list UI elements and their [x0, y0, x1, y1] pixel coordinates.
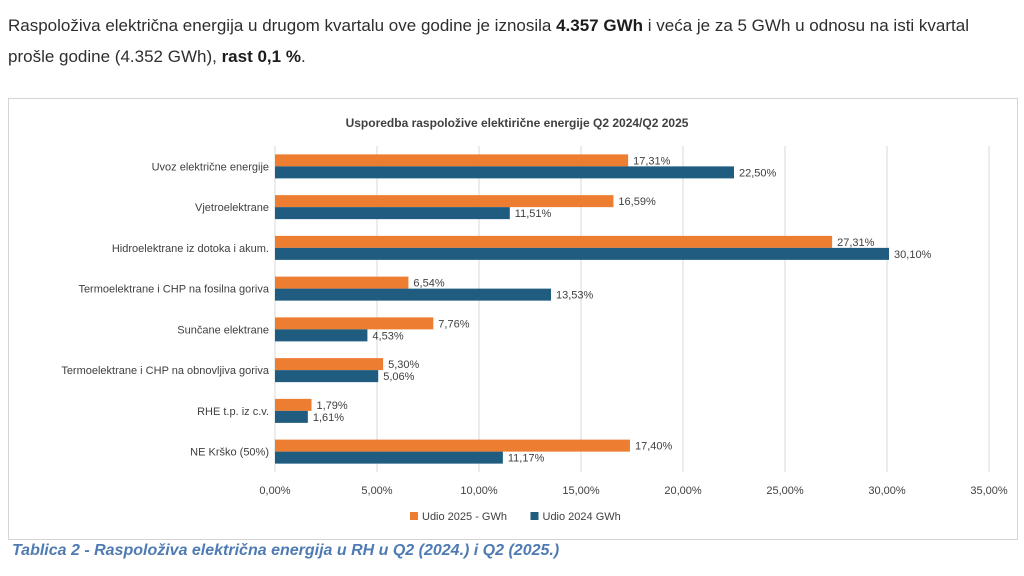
bar-chart: Usporedba raspoložive elektirične energi… [61, 116, 1008, 523]
data-label: 17,31% [633, 155, 671, 167]
bar-2025 [275, 358, 384, 371]
data-label: 27,31% [837, 237, 875, 249]
x-tick-label: 0,00% [259, 485, 290, 497]
bar-2025 [275, 235, 833, 248]
data-label: 16,59% [618, 196, 656, 208]
bar-2024 [275, 370, 379, 383]
bar-2024 [275, 329, 368, 342]
intro-text-3: . [300, 47, 306, 66]
legend-label: Udio 2024 GWh [543, 511, 621, 523]
x-tick-label: 35,00% [970, 485, 1008, 497]
data-label: 11,17% [508, 453, 545, 465]
bar-2024 [275, 451, 503, 464]
legend-label: Udio 2025 - GWh [422, 511, 507, 523]
data-label: 6,54% [413, 278, 444, 290]
data-label: 30,10% [894, 249, 932, 261]
chart-labels: 0,00% 5,00% 10,00% 15,00% 20,00% 25,00% 30,00%… [61, 155, 1008, 497]
category-label: Termoelektrane i CHP na fosilna goriva [78, 284, 269, 296]
chart-container: Usporedba raspoložive elektirične energi… [8, 98, 1018, 540]
bar-2024 [275, 166, 734, 179]
data-label: 13,53% [556, 290, 594, 302]
category-label: Vjetroelektrane [195, 202, 269, 214]
x-tick-label: 20,00% [664, 485, 702, 497]
bar-2024 [275, 288, 552, 301]
data-label: 5,30% [388, 359, 419, 371]
chart-legend: Udio 2025 - GWh Udio 2024 GWh [410, 511, 621, 523]
bar-2024 [275, 247, 890, 260]
intro-paragraph: Raspoloživa električna energija u drugom… [8, 10, 1018, 72]
bar-2025 [275, 195, 614, 208]
x-tick-label: 10,00% [460, 485, 498, 497]
category-label: Hidroelektrane iz dotoka i akum. [112, 243, 269, 255]
chart-grid [274, 146, 990, 472]
chart-bars [275, 154, 890, 464]
intro-bold-1: 4.357 GWh [556, 16, 644, 35]
bar-2025 [275, 154, 629, 167]
data-label: 17,40% [635, 441, 673, 453]
x-tick-label: 25,00% [766, 485, 804, 497]
data-label: 1,79% [317, 400, 348, 412]
category-label: Uvoz električne energije [152, 161, 269, 173]
x-tick-label: 5,00% [361, 485, 392, 497]
bar-2025 [275, 398, 312, 411]
data-label: 4,53% [372, 330, 403, 342]
legend-swatch [530, 512, 539, 520]
chart-title: Usporedba raspoložive elektirične energi… [346, 116, 689, 130]
data-label: 22,50% [739, 167, 777, 179]
bar-2025 [275, 276, 409, 289]
category-label: RHE t.p. iz c.v. [197, 406, 269, 418]
intro-text-2: i veća je za 5 GWh u odnosu na isti kvar… [8, 16, 970, 66]
x-tick-label: 30,00% [868, 485, 906, 497]
data-label: 11,51% [515, 208, 552, 220]
intro-text-1: Raspoloživa električna energija u drugom… [8, 16, 557, 35]
data-label: 5,06% [383, 371, 414, 383]
category-label: NE Krško (50%) [190, 447, 269, 459]
legend-swatch [410, 512, 418, 520]
category-label: Sunčane elektrane [177, 324, 269, 336]
bar-2024 [275, 410, 308, 423]
data-label: 1,61% [313, 412, 344, 424]
data-label: 7,76% [438, 318, 469, 330]
table-caption: Tablica 2 - Raspoloživa električna energ… [12, 542, 560, 559]
bar-2024 [275, 207, 510, 220]
category-label: Termoelektrane i CHP na obnovljiva goriv… [61, 365, 270, 377]
x-tick-label: 15,00% [562, 485, 600, 497]
intro-bold-2: rast 0,1 % [221, 47, 301, 66]
bar-2025 [275, 317, 434, 330]
bar-2025 [275, 439, 630, 452]
